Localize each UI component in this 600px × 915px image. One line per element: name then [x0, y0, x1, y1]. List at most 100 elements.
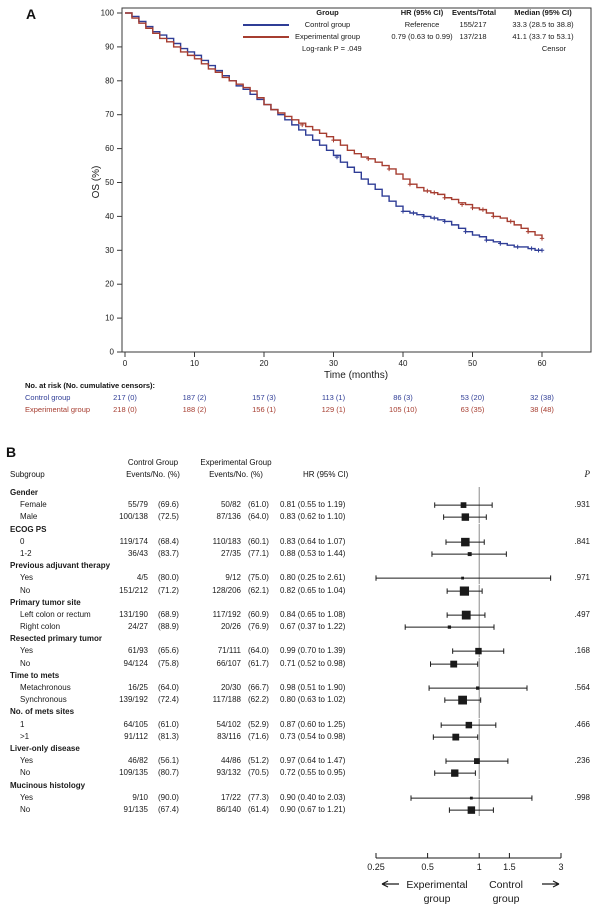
y-tick-label: 60: [105, 144, 114, 153]
control-percent: (68.9): [158, 609, 179, 619]
control-percent: (61.0): [158, 719, 179, 729]
at-risk-value: 105 (10): [389, 405, 417, 414]
interaction-p-value: .497: [574, 609, 590, 619]
at-risk-value: 188 (2): [182, 405, 207, 414]
subgroup-label: 1-2: [20, 548, 32, 558]
control-line-swatch: [243, 24, 289, 26]
experimental-percent: (61.7): [248, 658, 269, 668]
forest-row: Metachronous 16/25 (64.0) 20/30 (66.7) 0.98 (…: [0, 682, 600, 695]
legend-experimental-name: Experimental group: [294, 32, 361, 41]
legend-control-events: 155/217: [459, 20, 487, 29]
control-events: 36/43: [127, 548, 148, 558]
hr-ci-text: 0.80 (0.63 to 1.02): [280, 695, 346, 705]
forest-category-row: Resected primary tumor: [0, 633, 600, 646]
at-risk-value: 38 (48): [530, 405, 554, 414]
forest-category-row: No. of mets sites: [0, 706, 600, 719]
y-tick-label: 90: [105, 42, 114, 51]
at-risk-value: 53 (20): [460, 393, 485, 402]
subgroup-category-label: No. of mets sites: [10, 707, 75, 717]
subgroup-category-label: Liver-only disease: [10, 743, 80, 753]
experimental-percent: (52.9): [248, 719, 269, 729]
interaction-p-value: .236: [574, 756, 590, 766]
experimental-percent: (76.9): [248, 622, 269, 632]
forest-row: >1 91/112 (81.3) 83/116 (71.6) 0.73 (0.54 to …: [0, 730, 600, 743]
header-control-events: Events/No. (%): [126, 470, 180, 479]
hr-ci-text: 0.82 (0.65 to 1.04): [280, 585, 346, 595]
x-tick-label: 20: [260, 359, 269, 368]
control-events: 24/27: [127, 622, 148, 632]
legend-control-hr: Reference: [404, 20, 440, 29]
experimental-line-swatch: [243, 36, 289, 38]
forest-row: 1-2 36/43 (83.7) 27/35 (77.1) 0.88 (0.53 to 1…: [0, 547, 600, 561]
control-percent: (80.0): [158, 573, 179, 583]
experimental-percent: (60.1): [248, 536, 269, 546]
subgroup-label: No: [20, 768, 31, 778]
experimental-events: 66/107: [216, 658, 241, 668]
at-risk-row-label: Experimental group: [25, 405, 91, 414]
y-tick-label: 50: [105, 178, 114, 187]
header-hr-ci: HR (95% CI): [303, 470, 349, 479]
hr-point-marker: [458, 695, 467, 705]
forest-row-plot: [452, 645, 505, 658]
experimental-events: 117/192: [212, 609, 241, 619]
forest-row-plot: [478, 523, 480, 536]
hr-point-marker: [476, 686, 480, 690]
censor-mark: [432, 190, 437, 195]
subgroup-label: Yes: [20, 792, 34, 802]
km-plot: 0 10 20 30 40 50 60 70 80 90 100 0 10 20 30 40 50 60 Time …: [91, 7, 592, 381]
experimental-percent: (62.2): [248, 695, 269, 705]
subgroup-label: Male: [20, 512, 38, 522]
control-events: 4/5: [136, 573, 148, 583]
forest-row-plot: [478, 596, 480, 609]
forest-category-row: Liver-only disease: [0, 742, 600, 756]
header-control-group: Control Group: [127, 458, 179, 467]
hr-ci-text: 0.97 (0.64 to 1.47): [280, 756, 346, 766]
forest-row-plot: [434, 767, 480, 780]
experimental-percent: (77.1): [248, 548, 269, 558]
control-events: 16/25: [127, 683, 148, 692]
control-events: 100/138: [119, 512, 148, 522]
experimental-percent: (66.7): [248, 683, 269, 692]
control-percent: (90.0): [158, 792, 179, 802]
logrank-p-value: Log-rank P = .049: [302, 44, 362, 53]
experimental-percent: (77.3): [248, 792, 269, 802]
forest-category-row: ECOG PS: [0, 523, 600, 536]
x-tick-label: 30: [329, 359, 338, 368]
subgroup-category-label: Previous adjuvant therapy: [10, 561, 111, 571]
interaction-p-value: .841: [574, 536, 590, 546]
subgroup-label: 0: [20, 536, 25, 546]
subgroup-label: No: [20, 585, 31, 595]
hr-ci-text: 0.81 (0.55 to 1.19): [280, 500, 346, 510]
experimental-percent: (70.5): [248, 768, 269, 778]
censor-mark: [491, 214, 496, 219]
forest-row: Yes 4/5 (80.0) 9/12 (75.0) 0.80 (0.25 to 2.61…: [0, 572, 600, 585]
x-tick-label: 10: [190, 359, 199, 368]
hr-point-marker: [469, 796, 473, 800]
control-events: 61/93: [127, 646, 148, 656]
forest-category-row: Previous adjuvant therapy: [0, 560, 600, 573]
subgroup-category-label: Primary tumor site: [10, 597, 81, 607]
interaction-p-value: .971: [574, 573, 590, 583]
forest-row-plot: [431, 547, 507, 561]
experimental-events: 44/86: [220, 756, 241, 766]
interaction-p-value: .998: [574, 792, 590, 802]
y-tick-label: 0: [110, 348, 115, 357]
control-percent: (71.2): [158, 585, 179, 595]
x-tick-label: 40: [399, 359, 408, 368]
subgroup-category-label: Gender: [10, 488, 39, 497]
experimental-events: 9/12: [225, 573, 241, 583]
forest-axis-tick-label: 1: [477, 862, 482, 872]
experimental-events: 117/188: [212, 695, 241, 705]
forest-row-plot: [448, 803, 494, 817]
forest-row: No 109/135 (80.7) 93/132 (70.5) 0.72 (0.55 to…: [0, 767, 600, 780]
experimental-events: 87/136: [216, 512, 241, 522]
hr-point-marker: [474, 758, 480, 765]
legend-header-median: Median (95% CI): [514, 8, 572, 17]
right-arrow-icon: [542, 880, 560, 888]
forest-row: Yes 46/82 (56.1) 44/86 (51.2) 0.97 (0.64 to 1…: [0, 755, 600, 768]
control-percent: (56.1): [158, 756, 179, 766]
experimental-percent: (64.0): [248, 646, 269, 656]
control-percent: (72.4): [158, 695, 179, 705]
hr-ci-text: 0.90 (0.40 to 2.03): [280, 792, 346, 802]
censor-mark: [386, 166, 392, 172]
